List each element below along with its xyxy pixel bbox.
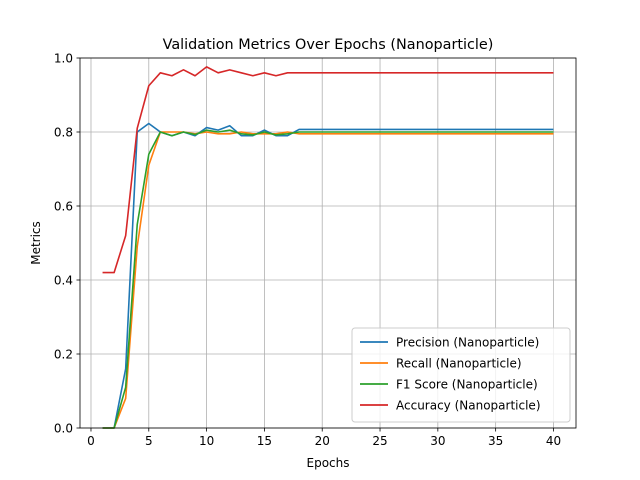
- series-line-2: [102, 131, 554, 429]
- legend-label-3: F1 Score (Nanoparticle): [396, 378, 538, 392]
- legend-label-2: Recall (Nanoparticle): [396, 357, 522, 371]
- y-tick-label: 0.8: [54, 126, 73, 140]
- series-lines: [102, 66, 554, 429]
- y-tick-label: 1.0: [54, 52, 73, 66]
- plot-area-frame: [79, 57, 577, 429]
- axis-ticks: 0 5 10 15 20 25 30 35 40 0.0 0.2 0.4 0.6 0.8 1.0: [54, 52, 561, 449]
- x-tick-label: 5: [145, 434, 153, 448]
- y-tick-label: 0.4: [54, 274, 73, 288]
- y-tick-label: 0.2: [54, 348, 73, 362]
- legend-box: [351, 327, 571, 423]
- legend: Precision (Nanoparticle) Recall (Nanopart…: [351, 327, 571, 423]
- x-tick-label: 10: [199, 434, 214, 448]
- series-line-4: [102, 66, 554, 274]
- legend-label-1: Precision (Nanoparticle): [396, 336, 539, 350]
- x-axis-label: Epochs: [307, 456, 350, 470]
- y-tick-label: 0.6: [54, 200, 73, 214]
- series-line-3: [102, 129, 554, 429]
- legend-label-4: Accuracy (Nanoparticle): [396, 399, 541, 413]
- x-tick-label: 35: [488, 434, 503, 448]
- y-axis-label: Metrics: [29, 221, 43, 265]
- x-tick-label: 15: [257, 434, 272, 448]
- x-tick-label: 0: [87, 434, 95, 448]
- x-tick-label: 20: [315, 434, 330, 448]
- x-tick-label: 30: [430, 434, 445, 448]
- x-tick-label: 25: [372, 434, 387, 448]
- x-tick-label: 40: [546, 434, 561, 448]
- chart-title: Validation Metrics Over Epochs (Nanopart…: [163, 37, 494, 53]
- y-tick-label: 0.0: [54, 422, 73, 436]
